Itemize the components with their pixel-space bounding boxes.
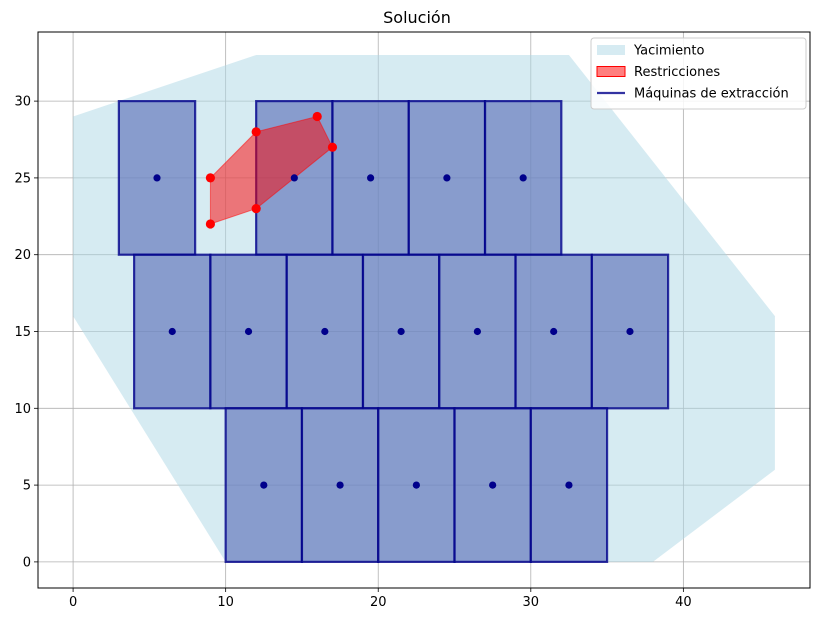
restriction-point-1 [205,219,216,229]
restriction-point-5 [251,127,261,137]
y-tick-label-20: 20 [14,248,31,263]
x-tick-label-40: 40 [675,595,692,610]
x-tick-label-10: 10 [217,595,234,610]
machine-center-17 [565,481,573,489]
y-tick-label-15: 15 [14,325,31,340]
machine-center-10 [473,327,481,336]
y-tick-label-25: 25 [14,171,31,186]
machine-center-8 [321,327,329,336]
legend-swatch-1 [597,45,625,55]
machine-center-5 [519,174,527,182]
legend-label-1: Yacimiento [633,44,704,59]
legend: Yacimiento Restricciones Máquinas de extra… [590,37,807,110]
machine-center-13 [260,481,268,489]
y-tick-label-10: 10 [14,402,31,417]
x-tick-label-30: 30 [523,595,540,610]
legend-label-3: Máquinas de extracción [634,87,789,102]
machine-center-12 [626,327,634,336]
restriction-point-4 [312,111,322,122]
machine-center-4 [443,174,451,182]
x-tick-label-20: 20 [370,595,387,610]
x-tick-label-0: 0 [69,595,77,610]
machine-center-2 [290,174,298,182]
chart-title: Solución [383,8,451,27]
machine-center-7 [244,327,253,336]
machine-center-9 [397,327,405,336]
y-tick-label-5: 5 [23,479,31,494]
restriction-point-3 [327,142,338,152]
machine-center-15 [412,481,420,489]
machine-center-3 [367,174,375,182]
y-tick-label-0: 0 [23,555,31,570]
y-tick-label-30: 30 [14,95,31,110]
legend-swatch-2 [596,66,626,77]
legend-label-2: Restricciones [634,65,720,80]
machine-center-1 [153,174,161,182]
restriction-point-6 [205,173,216,183]
plot-frame [37,31,811,589]
machine-layer [117,100,670,563]
legend-box [590,37,807,110]
machine-center-14 [336,481,344,489]
tick-layer: 0 10 20 30 40 0 5 10 15 20 25 30 [14,95,691,610]
center-layer [153,174,634,489]
machine-center-16 [489,481,497,489]
machine-center-11 [550,327,558,336]
restriction-point-2 [251,204,261,214]
machine-center-6 [168,327,176,336]
restriction-layer [205,111,338,229]
